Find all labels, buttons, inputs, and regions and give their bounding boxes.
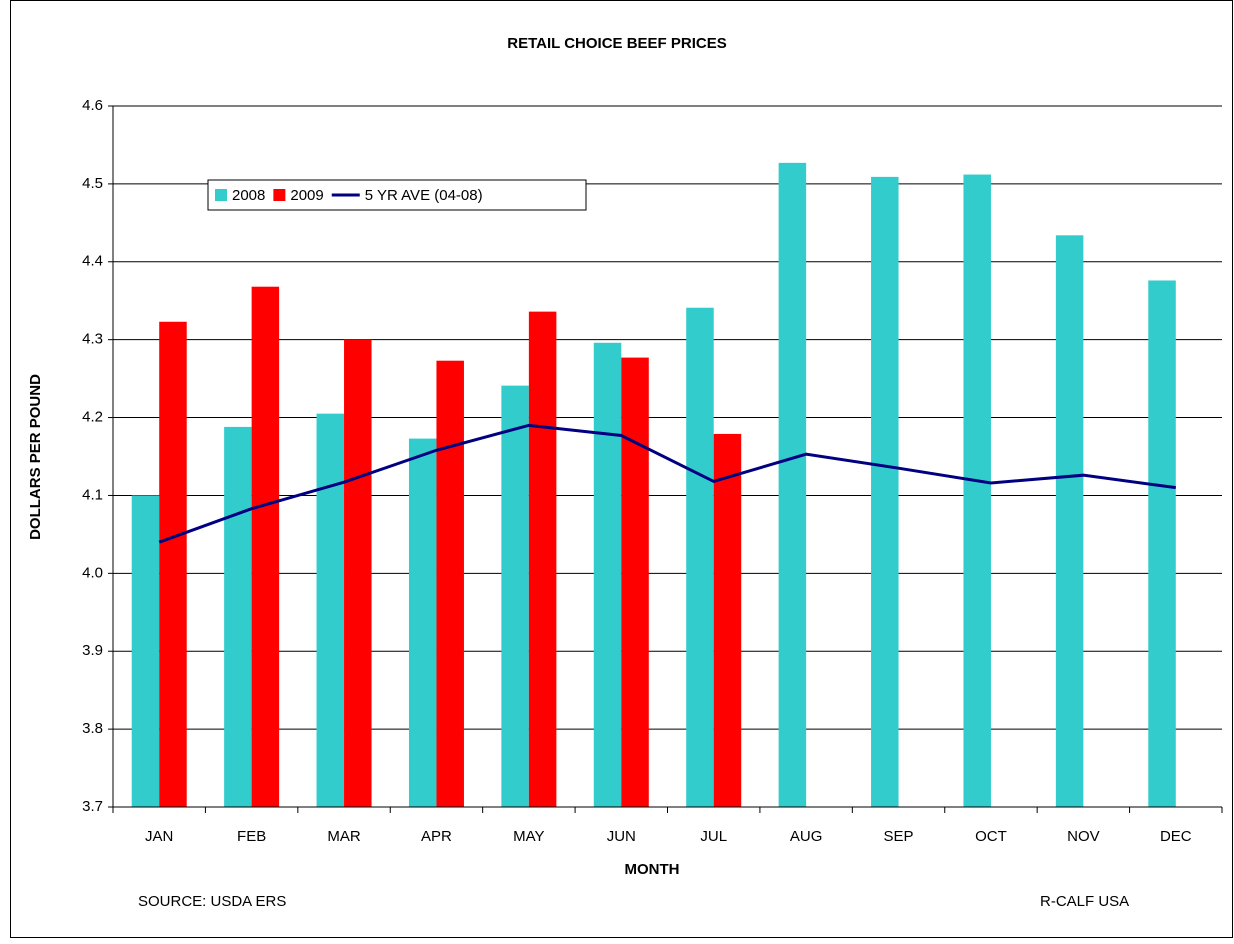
- y-tick-label: 4.5: [82, 175, 103, 192]
- credit-note: R-CALF USA: [1040, 893, 1129, 910]
- bar: [224, 426, 252, 807]
- chart-title: RETAIL CHOICE BEEF PRICES: [507, 35, 726, 52]
- line-series: [158, 423, 1176, 544]
- legend-box: [207, 179, 587, 211]
- y-tick-label: 4.6: [82, 97, 103, 114]
- bar: [778, 162, 807, 807]
- bar: [528, 311, 557, 807]
- bar: [871, 176, 899, 807]
- x-tick-label: JUL: [700, 828, 727, 845]
- bar: [1055, 235, 1084, 808]
- legend-label: 2009: [290, 187, 323, 204]
- bar: [621, 357, 649, 807]
- y-axis-label: DOLLARS PER POUND: [27, 374, 44, 540]
- y-tick-label: 4.4: [82, 253, 103, 270]
- bar: [963, 174, 991, 807]
- legend-label: 2008: [232, 187, 265, 204]
- bar: [131, 495, 160, 807]
- y-tick-label: 4.1: [82, 486, 103, 503]
- x-tick-label: OCT: [975, 828, 1007, 845]
- bar: [713, 433, 742, 807]
- bar: [436, 360, 464, 807]
- bar: [593, 342, 622, 807]
- y-tick-label: 4.2: [82, 409, 103, 426]
- y-tick-label: 4.3: [82, 331, 103, 348]
- legend-label: 5 YR AVE (04-08): [365, 187, 483, 204]
- legend-swatch: [215, 189, 227, 201]
- bar: [686, 307, 714, 807]
- x-tick-label: NOV: [1067, 828, 1100, 845]
- x-tick-label: APR: [421, 828, 452, 845]
- x-tick-label: FEB: [237, 828, 266, 845]
- bar: [316, 413, 345, 807]
- x-tick-label: DEC: [1160, 828, 1192, 845]
- y-tick-label: 3.8: [82, 720, 103, 737]
- y-tick-label: 3.7: [82, 798, 103, 815]
- x-tick-label: JUN: [607, 828, 636, 845]
- x-tick-label: AUG: [790, 828, 823, 845]
- y-tick-label: 4.0: [82, 564, 103, 581]
- x-tick-label: MAY: [513, 828, 544, 845]
- bar: [408, 438, 437, 807]
- bar: [159, 321, 187, 807]
- bar: [501, 385, 529, 807]
- y-tick-label: 3.9: [82, 642, 103, 659]
- legend-swatch: [273, 189, 286, 201]
- x-tick-label: JAN: [145, 828, 173, 845]
- bar: [1148, 280, 1176, 808]
- bar: [344, 339, 372, 807]
- source-note: SOURCE: USDA ERS: [138, 893, 286, 910]
- x-tick-label: SEP: [884, 828, 914, 845]
- x-tick-label: MAR: [327, 828, 361, 845]
- x-axis-label: MONTH: [625, 861, 680, 878]
- bar: [251, 286, 280, 807]
